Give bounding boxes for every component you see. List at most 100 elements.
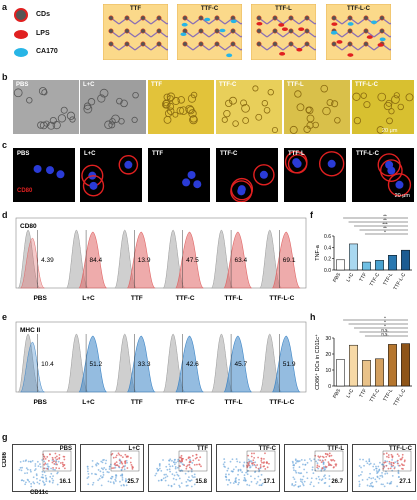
histogram-marker: MHC II <box>20 327 40 334</box>
sig-label: * <box>384 320 386 325</box>
panel-label-b: b <box>2 72 8 82</box>
bar <box>401 249 410 271</box>
confocal-tile: TTF-L <box>284 148 346 202</box>
micro-tile-label: TTF-L <box>287 82 304 88</box>
scaffold-ttf-l: TTF-L <box>250 3 324 61</box>
histogram-value: 10.4 <box>41 361 54 368</box>
histogram-group-label: PBS <box>33 295 47 302</box>
confocal-tile: TTF <box>148 148 210 202</box>
scatter-plot: TTF-L-C 27.1 <box>352 444 416 492</box>
histogram-value: 84.4 <box>89 257 102 264</box>
y-tick-label: 0.4 <box>324 245 331 251</box>
scatter-group-label: TTF <box>197 446 208 452</box>
bar <box>349 344 358 387</box>
scatter-plot: PBS 16.1 <box>12 444 76 492</box>
sample-peak <box>20 237 45 289</box>
confocal-label: TTF-L <box>288 151 305 157</box>
panel-label-f: f <box>310 210 313 220</box>
x-tick-label: TTF-L-C <box>393 272 408 292</box>
histogram-group-label: TTF-C <box>176 295 195 302</box>
x-tick-label: TTF-L-C <box>393 388 408 408</box>
confocal-tile: PBS CD80 <box>13 148 75 202</box>
sig-label: n.s. <box>381 332 388 337</box>
confocal-label: TTF-L-C <box>356 151 379 157</box>
histogram-value: 42.6 <box>186 361 199 368</box>
cd86-bar-chart: 0 10 20 30 CD86⁺ DCs in CD11c⁺ PBS L+C TTF TTF-C… <box>314 316 412 408</box>
scatter-value: 15.8 <box>195 479 207 485</box>
y-tick-label: 0.6 <box>324 234 331 240</box>
sig-label: ** <box>383 218 387 223</box>
micro-tile-label: TTF-L-C <box>355 82 378 88</box>
confocal-tile: TTF-L-C 20 μm <box>352 148 414 202</box>
micro-tile-label: TTF <box>151 82 162 88</box>
bar <box>375 260 384 271</box>
x-tick-label: TTF-L <box>382 388 394 403</box>
scatter-plot: TTF-L 26.7 <box>284 444 348 492</box>
micro-tile-pbs: PBS <box>13 80 79 134</box>
scatter-plot: TTF 15.8 <box>148 444 212 492</box>
cd-dot-icon <box>14 8 28 22</box>
y-tick-label: 30 <box>325 336 331 342</box>
sig-label: n.s. <box>381 328 388 333</box>
micro-tile-ttf: TTF <box>148 80 214 134</box>
y-tick-label: 0.0 <box>324 268 331 274</box>
panel-label-c: c <box>2 140 8 150</box>
scaffold-title: TTF-L <box>275 6 292 12</box>
micro-tile-label: L+C <box>83 82 95 88</box>
scaffold-ttf: TTF <box>102 3 176 61</box>
scale-bar-c: 20 μm <box>394 193 410 199</box>
scatter-value: 25.7 <box>127 479 139 485</box>
histogram-value: 47.5 <box>186 257 199 264</box>
x-tick-label: TTF <box>358 272 368 283</box>
scatter-group-label: TTF-L-C <box>389 446 412 452</box>
panel-label-d: d <box>2 210 8 220</box>
x-tick-label: TTF-C <box>369 272 382 288</box>
histogram-value: 51.2 <box>89 361 102 368</box>
micro-tile-label: PBS <box>16 82 29 88</box>
x-tick-label: TTF <box>358 388 368 399</box>
cd80-marker-label: CD80 <box>17 188 33 194</box>
scaffold-title: TTF <box>130 6 141 12</box>
scaffold-title: TTF-C <box>200 6 219 12</box>
histogram-group-label: L+C <box>82 399 95 406</box>
histogram-group-label: TTF-L <box>224 295 242 302</box>
panel-label-e: e <box>2 312 8 322</box>
scaffold-title: TTF-L-C <box>347 6 370 12</box>
y-axis-label: CD86⁺ DCs in CD11c⁺ <box>314 334 321 390</box>
ca170-dot-icon <box>14 48 28 57</box>
panel-label-a: a <box>2 2 8 12</box>
scatter-group-label: L+C <box>128 446 140 452</box>
bar <box>362 360 371 387</box>
sig-label: * <box>384 230 386 235</box>
histogram-value: 51.9 <box>283 361 296 368</box>
panel-label-h: h <box>310 312 316 322</box>
histogram-group-label: TTF <box>131 295 143 302</box>
confocal-label: PBS <box>17 151 30 157</box>
histogram-value: 13.9 <box>138 257 151 264</box>
scatter-group-label: PBS <box>59 446 72 452</box>
y-tick-label: 10 <box>325 368 331 374</box>
control-peak <box>17 333 41 393</box>
histogram-value: 4.39 <box>41 257 54 264</box>
mhc2-histogram-panel: MHC II 10.4 PBS 51.2 L+C 33.3 TTF 42.6 TTF-C 45.7… <box>15 321 307 406</box>
bar <box>336 359 345 387</box>
histogram-group-label: TTF-L-C <box>269 399 294 406</box>
histogram-value: 45.7 <box>234 361 247 368</box>
x-tick-label: TTF-L <box>382 272 394 287</box>
micro-tile-lpc: L+C <box>80 80 146 134</box>
scatter-value: 16.1 <box>59 479 71 485</box>
g-xaxis-label: CD11c <box>30 490 49 496</box>
micro-tile-ttf-l: TTF-L <box>284 80 350 134</box>
scatter-plot: L+C 25.7 <box>80 444 144 492</box>
y-tick-label: 0.2 <box>324 257 331 263</box>
histogram-marker: CD80 <box>20 223 37 230</box>
confocal-tile: TTF-C <box>216 148 278 202</box>
micro-tile-label: TTF-C <box>219 82 237 88</box>
y-axis-label: TNF-a <box>315 244 321 261</box>
bar <box>336 259 345 271</box>
x-tick-label: PBS <box>332 387 343 399</box>
sig-label: *** <box>382 222 388 227</box>
sig-label: * <box>384 316 386 321</box>
histogram-value: 69.1 <box>283 257 296 264</box>
